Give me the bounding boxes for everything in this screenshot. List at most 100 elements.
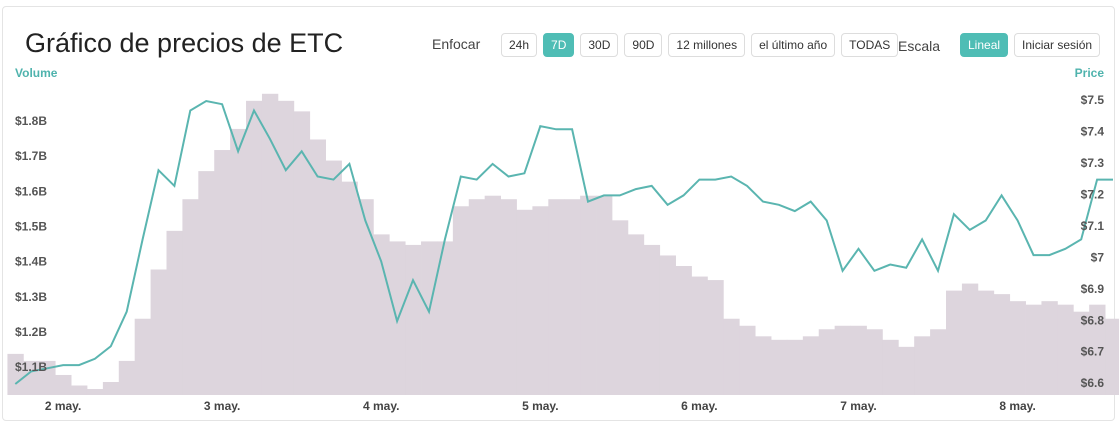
- volume-bar: [818, 329, 836, 395]
- volume-bar: [564, 199, 581, 395]
- option-button[interactable]: el último año: [751, 33, 836, 57]
- x-tick-label: 3 may.: [204, 399, 240, 413]
- x-tick-label: 8 may.: [999, 399, 1035, 413]
- y2-tick-label: $7.4: [1081, 125, 1105, 139]
- option-button[interactable]: TODAS: [841, 33, 899, 57]
- option-button[interactable]: 30D: [580, 33, 619, 57]
- y-tick-label: $1.6B: [15, 184, 47, 198]
- volume-bar: [930, 329, 947, 395]
- volume-bar: [675, 266, 692, 395]
- focus-options: 24h 7D 30D 90D 12 millones el último año TODAS: [501, 33, 899, 57]
- y-tick-label: $1.5B: [15, 220, 47, 234]
- volume-bar: [1073, 311, 1090, 395]
- volume-bar: [516, 209, 533, 395]
- volume-bar: [580, 195, 597, 395]
- volume-bar: [1025, 304, 1042, 395]
- y2-tick-label: $7.3: [1081, 156, 1105, 170]
- y2-tick-label: $6.9: [1081, 282, 1105, 296]
- volume-bar: [596, 195, 613, 395]
- y2-tick-label: $6.7: [1081, 345, 1105, 359]
- y2-axis-title: Price: [1075, 66, 1105, 80]
- x-tick-label: 2 may.: [45, 399, 81, 413]
- y2-tick-label: $7.5: [1081, 93, 1105, 107]
- option-button[interactable]: Lineal: [960, 33, 1009, 57]
- y-tick-label: $1.4B: [15, 255, 47, 269]
- volume-bar: [134, 318, 152, 395]
- volume-bar: [55, 374, 72, 395]
- volume-bar: [261, 93, 279, 395]
- volume-bar: [1009, 301, 1026, 395]
- volume-bar: [834, 325, 851, 395]
- volume-bar: [961, 283, 979, 395]
- volume-bar: [755, 336, 772, 395]
- volume-bar: [786, 339, 804, 395]
- x-tick-label: 6 may.: [681, 399, 717, 413]
- volume-bar: [914, 336, 931, 395]
- scale-options: Lineal Iniciar sesión: [960, 33, 1101, 57]
- y2-tick-label: $6.6: [1081, 376, 1105, 390]
- volume-bar: [421, 241, 438, 395]
- volume-bar: [118, 360, 136, 395]
- focus-label: Enfocar: [432, 36, 481, 52]
- option-button[interactable]: 24h: [501, 33, 538, 57]
- volume-bar: [198, 171, 215, 395]
- y-tick-label: $1.7B: [15, 149, 47, 163]
- volume-bar: [659, 255, 676, 395]
- volume-bar: [71, 385, 88, 395]
- volume-bar: [246, 100, 263, 395]
- volume-bar: [1057, 304, 1074, 395]
- volume-bar: [341, 181, 358, 395]
- volume-bar: [214, 150, 231, 395]
- volume-bar: [739, 325, 756, 395]
- volume-bar: [150, 269, 167, 395]
- volume-bar: [436, 241, 454, 395]
- y2-tick-label: $6.8: [1081, 313, 1105, 327]
- option-button[interactable]: 12 millones: [668, 33, 746, 57]
- volume-bar: [548, 199, 565, 395]
- volume-bar: [611, 220, 629, 395]
- option-button[interactable]: Iniciar sesión: [1014, 33, 1101, 57]
- volume-bar: [643, 244, 661, 395]
- volume-bar: [23, 360, 40, 395]
- volume-bar: [277, 100, 295, 395]
- volume-bar: [452, 206, 470, 395]
- y-tick-label: $1.8B: [15, 114, 47, 128]
- volume-bar: [627, 234, 645, 395]
- volume-bar: [484, 195, 501, 395]
- volume-bar: [86, 389, 104, 395]
- chart-title: Gráfico de precios de ETC: [25, 28, 344, 58]
- volume-bar: [1041, 301, 1058, 395]
- option-button[interactable]: 7D: [543, 33, 575, 57]
- option-button[interactable]: 90D: [624, 33, 663, 57]
- y-tick-label: $1.3B: [15, 290, 47, 304]
- y-axis-title: Volume: [15, 66, 58, 80]
- y2-tick-label: $7.1: [1081, 219, 1105, 233]
- volume-bar: [182, 199, 199, 395]
- volume-bar: [707, 280, 724, 395]
- volume-bar: [993, 294, 1011, 395]
- y2-tick-label: $7: [1091, 250, 1105, 264]
- y2-tick-label: $7.2: [1081, 188, 1105, 202]
- volume-bar: [866, 329, 883, 395]
- volume-bar: [898, 346, 915, 395]
- volume-bar: [691, 276, 708, 395]
- x-tick-label: 4 may.: [363, 399, 399, 413]
- volume-bar: [166, 230, 183, 395]
- volume-bar: [325, 160, 342, 395]
- volume-bar: [850, 325, 867, 395]
- volume-bar: [373, 234, 390, 395]
- volume-bar: [723, 318, 740, 395]
- volume-bar: [230, 128, 247, 395]
- x-tick-label: 5 may.: [522, 399, 558, 413]
- volume-bar: [1105, 318, 1119, 395]
- volume-bar: [946, 290, 963, 395]
- volume-bar: [293, 111, 311, 396]
- volume-bar: [882, 339, 899, 395]
- volume-bar: [802, 336, 820, 395]
- scale-label: Escala: [898, 38, 941, 54]
- volume-bar: [468, 199, 486, 395]
- volume-bar: [500, 199, 517, 395]
- y-tick-label: $1.1B: [15, 360, 47, 374]
